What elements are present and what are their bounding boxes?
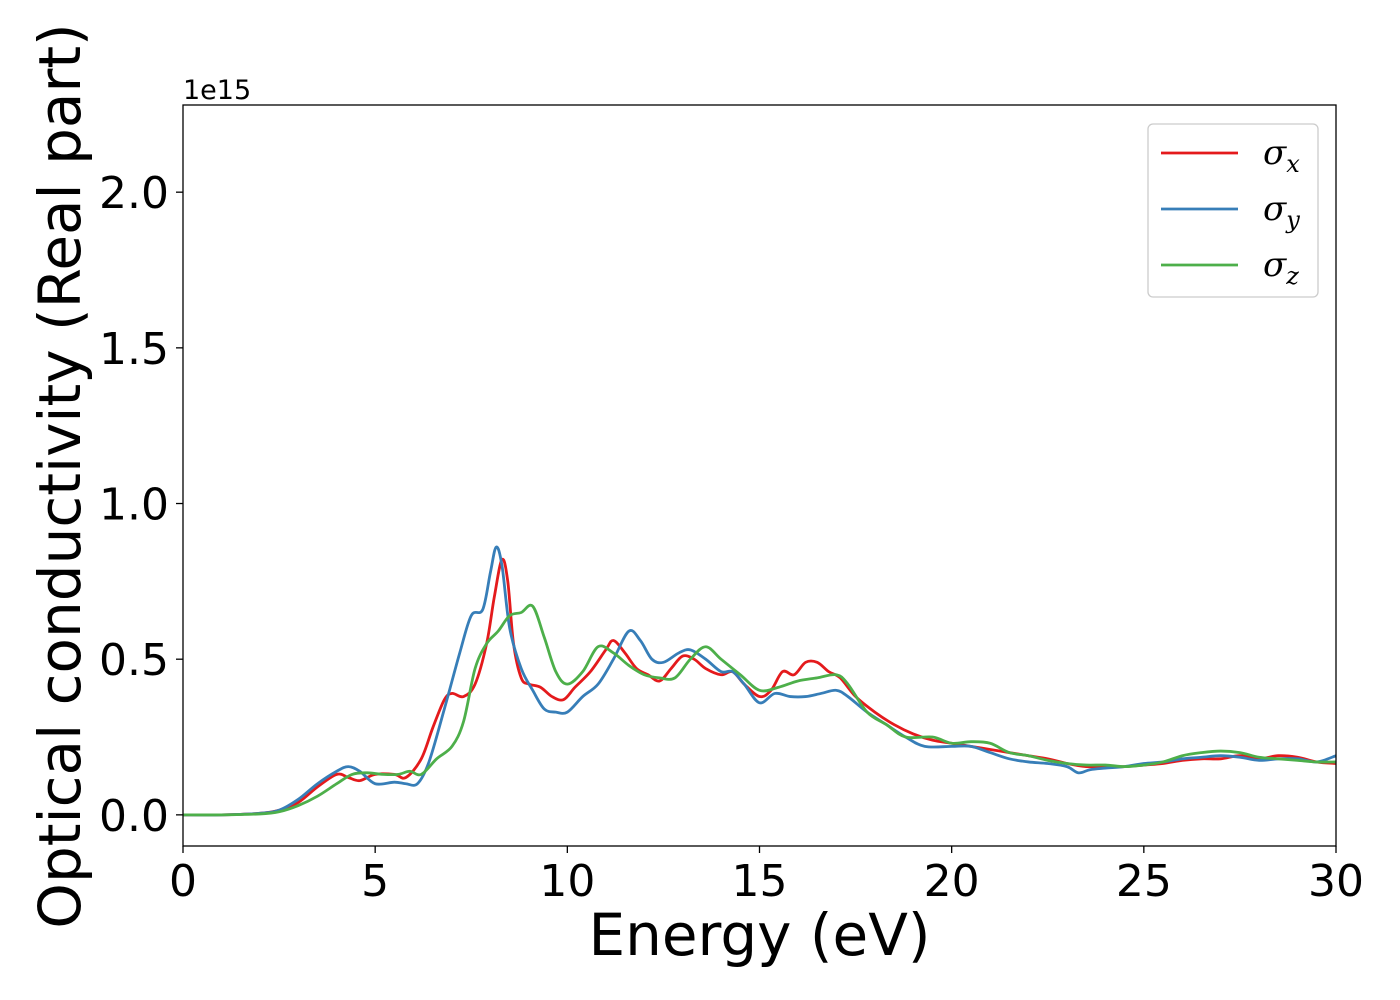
x-axis-ticks: 0 5 10 15 20 25 30 — [169, 846, 1364, 907]
y-tick-label: 0.0 — [99, 791, 169, 842]
y-offset-label: 1e15 — [183, 75, 251, 106]
series-line-z — [183, 603, 1336, 817]
legend: σx σy σz — [1147, 123, 1319, 298]
legend-label-z: σz — [1263, 245, 1299, 290]
y-axis-label: Optical conductivity (Real part) — [26, 23, 94, 928]
x-tick-label: 0 — [169, 856, 197, 907]
x-tick-label: 5 — [361, 856, 389, 907]
x-tick-label: 25 — [1116, 856, 1172, 907]
x-tick-label: 15 — [732, 856, 788, 907]
x-axis-label: Energy (eV) — [588, 901, 930, 969]
legend-box — [1147, 123, 1319, 298]
y-axis-ticks: 0.0 0.5 1.0 1.5 2.0 — [99, 168, 183, 842]
y-tick-label: 1.0 — [99, 480, 169, 531]
x-tick-label: 30 — [1308, 856, 1364, 907]
y-tick-label: 0.5 — [99, 635, 169, 686]
series-line-y — [183, 545, 1336, 817]
legend-label-y: σy — [1263, 189, 1300, 234]
series-layer — [183, 545, 1336, 817]
series-line-x — [183, 557, 1336, 817]
y-tick-label: 1.5 — [99, 324, 169, 375]
x-tick-label: 20 — [924, 856, 980, 907]
legend-label-x: σx — [1263, 133, 1300, 178]
x-tick-label: 10 — [539, 856, 595, 907]
y-tick-label: 2.0 — [99, 168, 169, 219]
